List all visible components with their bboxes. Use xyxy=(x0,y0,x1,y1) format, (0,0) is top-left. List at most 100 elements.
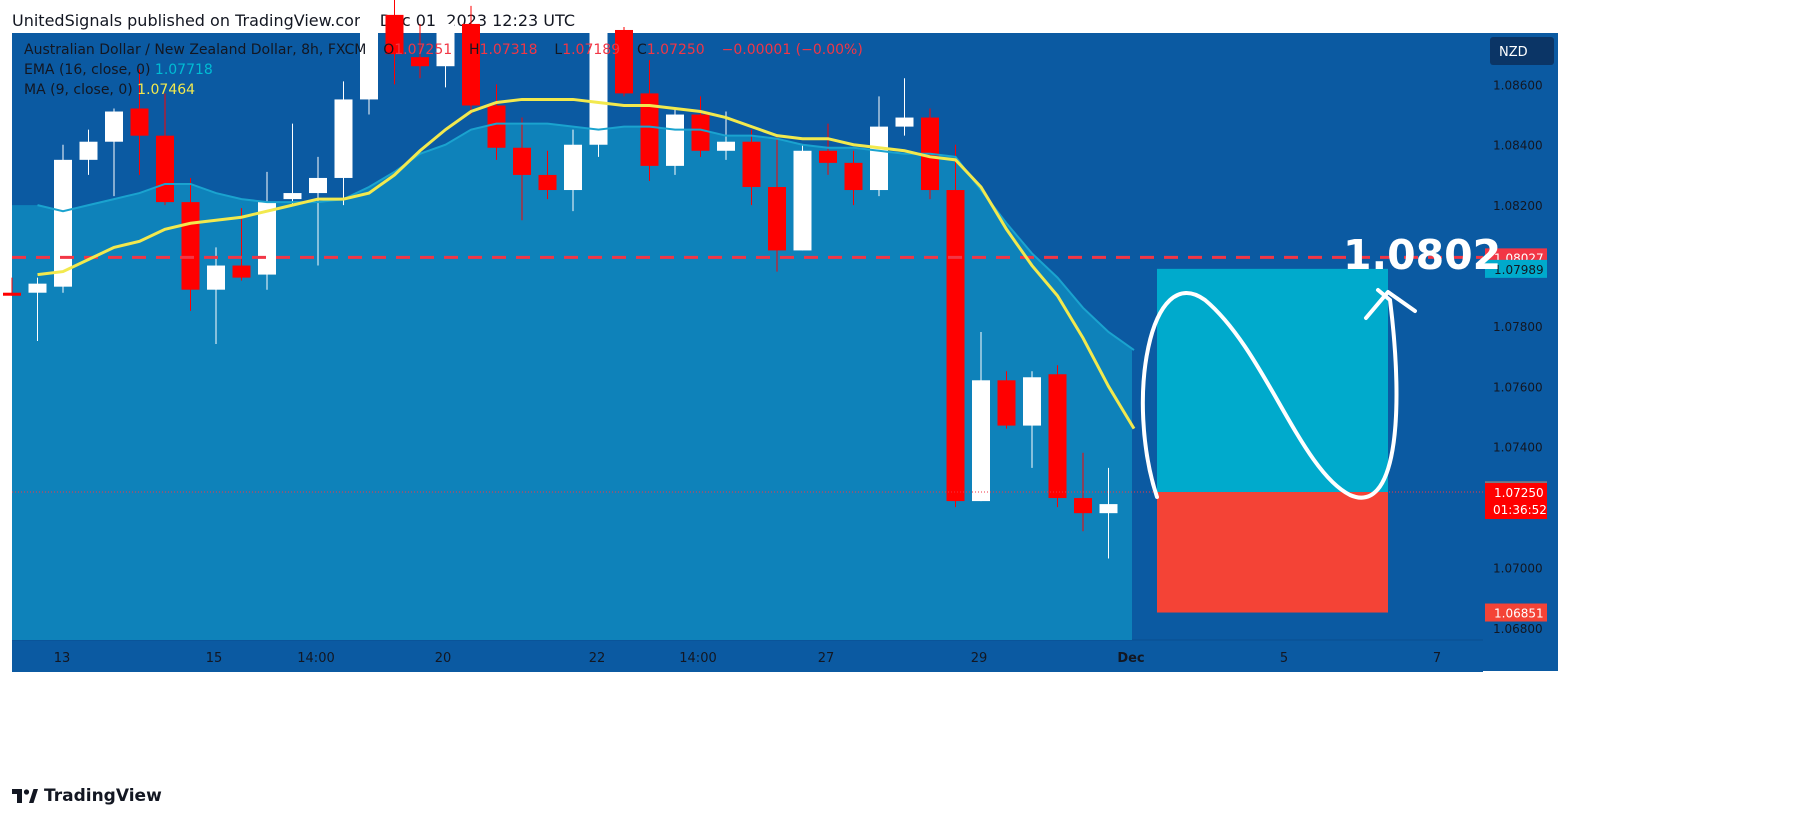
bear-candle[interactable] xyxy=(156,135,174,203)
target-zone[interactable] xyxy=(1157,268,1388,493)
bull-candle[interactable] xyxy=(28,283,47,293)
bear-candle[interactable] xyxy=(130,108,149,136)
time-tick-label: 14:00 xyxy=(297,651,334,666)
bull-candle[interactable] xyxy=(717,141,735,151)
bull-candle[interactable] xyxy=(589,29,608,145)
bear-candle[interactable] xyxy=(844,162,863,191)
bear-candle[interactable] xyxy=(1074,498,1092,514)
legend-close-label: C xyxy=(637,42,647,58)
stop-price-tag-bg xyxy=(1485,603,1547,622)
legend-low: 1.07189 xyxy=(562,42,621,58)
bear-candle[interactable] xyxy=(768,187,786,251)
legend-open-label: O xyxy=(383,42,395,58)
price-tick-label: 1.07400 xyxy=(1493,441,1543,455)
bear-candle[interactable] xyxy=(232,265,251,278)
ma-line[interactable] xyxy=(37,97,1136,430)
tradingview-logo[interactable]: TradingView xyxy=(12,786,162,806)
bear-candle[interactable] xyxy=(385,14,404,55)
price-tick-label: 1.08200 xyxy=(1493,199,1543,213)
bull-candle[interactable] xyxy=(207,265,225,290)
stop-price-tag[interactable]: 1.06851 xyxy=(1494,607,1544,621)
bull-candle[interactable] xyxy=(1023,377,1041,426)
bull-candle[interactable] xyxy=(54,159,72,287)
legend-high-label: H xyxy=(469,42,480,58)
bear-candle[interactable] xyxy=(513,147,531,175)
price-tick-label: 1.07800 xyxy=(1493,320,1543,334)
bear-candle[interactable] xyxy=(181,202,200,290)
bear-candle[interactable] xyxy=(615,29,633,94)
target-annotation: 1.0802 xyxy=(1343,231,1501,279)
time-tick-label: 29 xyxy=(971,651,988,666)
ma-legend[interactable]: MA (9, close, 0) 1.07464 xyxy=(24,82,195,98)
bear-candle[interactable] xyxy=(819,150,837,163)
bear-candle[interactable] xyxy=(1048,374,1067,499)
bear-candle[interactable] xyxy=(640,93,659,166)
bull-candle[interactable] xyxy=(360,14,378,100)
bear-candle[interactable] xyxy=(691,114,710,151)
bull-candle[interactable] xyxy=(79,141,98,160)
currency-badge-bg xyxy=(1490,37,1554,65)
price-tick-label: 1.08600 xyxy=(1493,78,1543,92)
ema-band-fill xyxy=(12,123,1134,640)
time-tick-label: 15 xyxy=(206,651,223,666)
time-tick-label: 5 xyxy=(1280,651,1288,666)
time-tick-label: 22 xyxy=(589,651,606,666)
hand-drawn-wave xyxy=(1140,288,1399,500)
currency-badge[interactable]: NZD xyxy=(1499,45,1528,60)
publisher-line: UnitedSignals published on TradingView.c… xyxy=(12,11,575,30)
bar-countdown: 01:36:52 xyxy=(1493,503,1547,517)
bull-candle[interactable] xyxy=(436,23,455,67)
arrow-head-icon xyxy=(1364,290,1417,320)
legend-symbol: Australian Dollar / New Zealand Dollar, … xyxy=(24,42,367,58)
bear-candle[interactable] xyxy=(411,57,429,67)
bull-candle[interactable] xyxy=(334,99,353,178)
bull-candle[interactable] xyxy=(793,150,812,251)
price-tick-label: 1.07000 xyxy=(1493,562,1543,576)
bear-candle[interactable] xyxy=(487,105,506,148)
price-axis[interactable] xyxy=(1483,33,1558,671)
time-tick-label: 13 xyxy=(54,651,71,666)
legend-low-label: L xyxy=(554,42,563,58)
bull-candle[interactable] xyxy=(1099,504,1118,514)
bull-candle[interactable] xyxy=(972,380,990,502)
bear-candle[interactable] xyxy=(462,23,480,106)
price-tick-label: 1.06800 xyxy=(1493,622,1543,636)
price-tick-label: 1.07600 xyxy=(1493,380,1543,394)
ma-legend-value: 1.07464 xyxy=(137,82,196,98)
bull-candle[interactable] xyxy=(666,114,684,166)
bull-candle[interactable] xyxy=(309,177,327,194)
chart-legend: Australian Dollar / New Zealand Dollar, … xyxy=(24,42,863,58)
time-tick-label: 14:00 xyxy=(679,651,716,666)
legend-change: −0.00001 (−0.00%) xyxy=(721,42,863,58)
bull-candle[interactable] xyxy=(283,193,302,200)
last-price-tag-bg xyxy=(1485,483,1547,520)
legend-high: 1.07318 xyxy=(479,42,538,58)
time-tick-label: Dec xyxy=(1117,651,1144,666)
ema-price-tag[interactable]: 1.07989 xyxy=(1494,263,1544,277)
ema-line[interactable] xyxy=(37,122,1135,351)
bull-candle[interactable] xyxy=(895,117,914,127)
time-tick-label: 27 xyxy=(818,651,835,666)
bear-candle[interactable] xyxy=(742,141,761,188)
legend-close: 1.07250 xyxy=(646,42,705,58)
ema-legend-value: 1.07718 xyxy=(154,62,213,78)
ema-price-tag-bg xyxy=(1485,259,1547,278)
bull-candle[interactable] xyxy=(564,144,582,191)
ema-legend[interactable]: EMA (16, close, 0) 1.07718 xyxy=(24,62,213,78)
time-tick-label: 20 xyxy=(435,651,452,666)
bull-candle[interactable] xyxy=(105,111,123,142)
ma-legend-label: MA (9, close, 0) xyxy=(24,82,133,98)
footer-brand: TradingView xyxy=(44,786,162,806)
time-axis[interactable] xyxy=(12,640,1483,672)
bear-candle[interactable] xyxy=(997,380,1016,426)
bear-candle[interactable] xyxy=(538,174,557,191)
time-tick-label: 7 xyxy=(1433,651,1441,666)
bear-candle[interactable] xyxy=(3,292,21,296)
price-tick-label: 1.08400 xyxy=(1493,139,1543,153)
bull-candle[interactable] xyxy=(870,126,888,191)
ema-legend-label: EMA (16, close, 0) xyxy=(24,62,151,78)
stop-zone[interactable] xyxy=(1157,492,1388,613)
bear-candle[interactable] xyxy=(946,190,965,502)
last-price-tag[interactable]: 1.07250 xyxy=(1494,486,1544,500)
